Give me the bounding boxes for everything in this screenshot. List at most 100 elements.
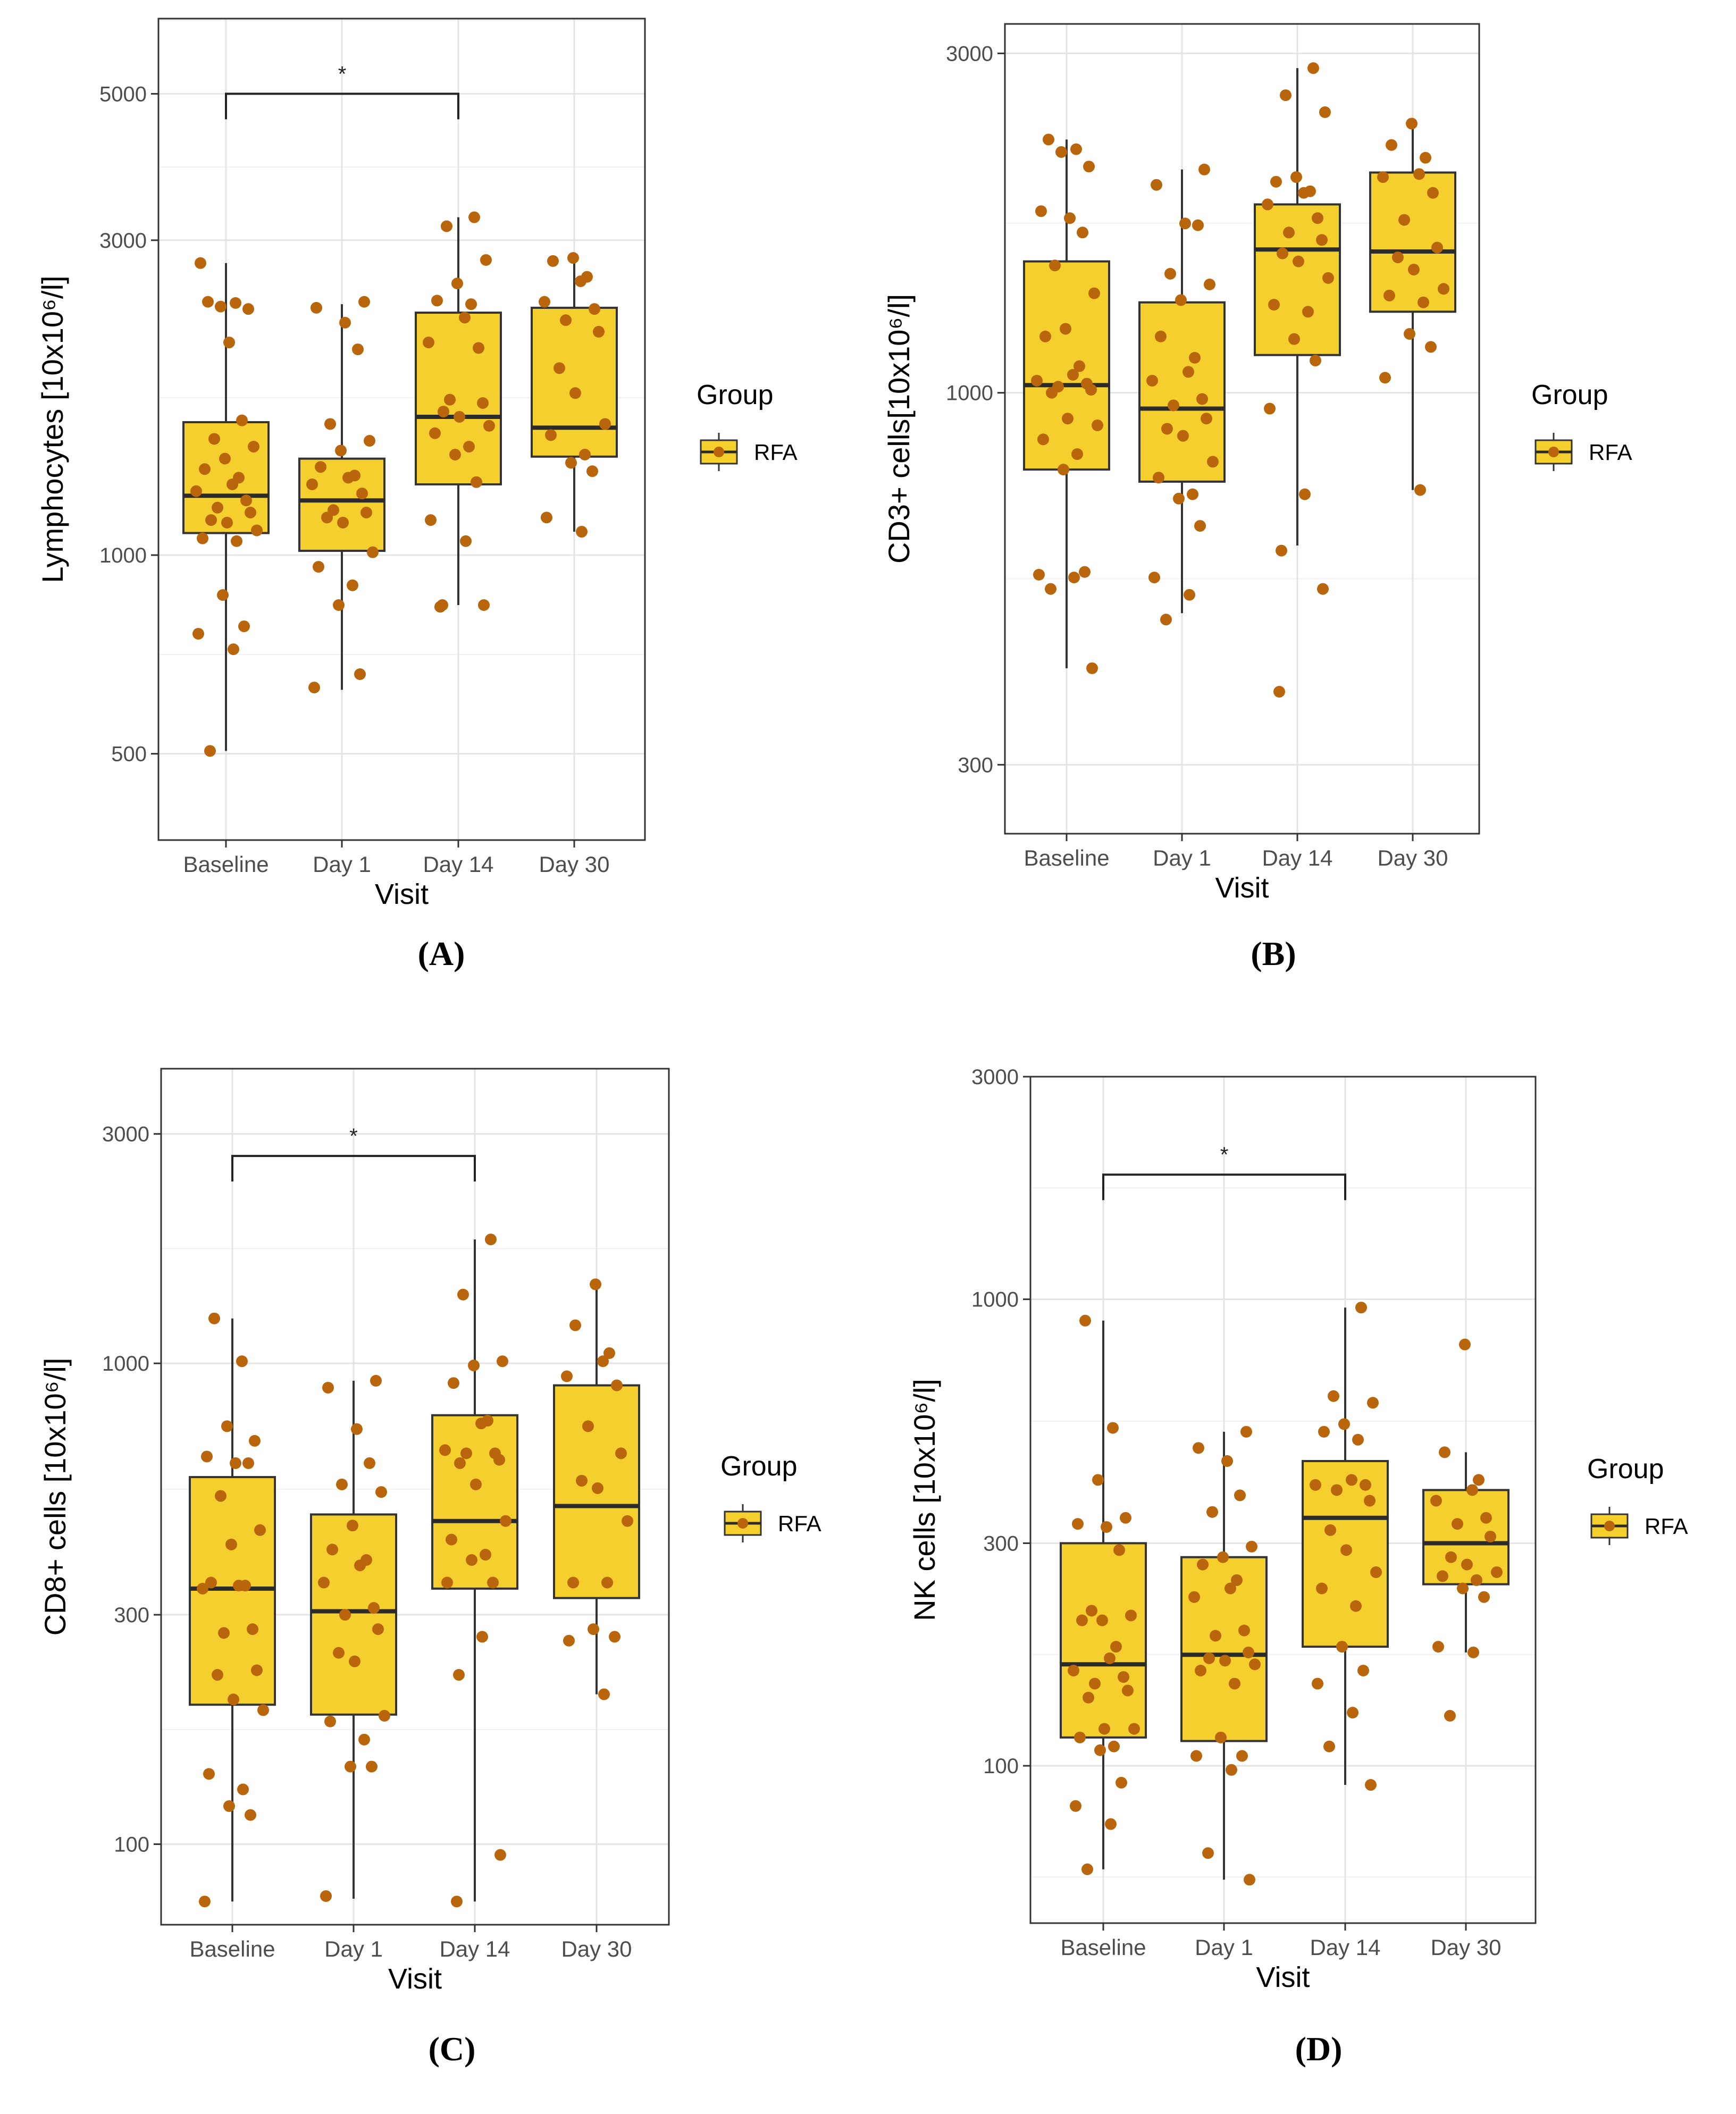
data-point [475,1417,487,1430]
data-point [487,1576,499,1589]
data-point [1310,355,1321,367]
data-point [597,1355,609,1368]
data-point [423,337,434,349]
data-point [228,1693,239,1706]
data-point [370,1374,382,1387]
data-point [197,532,208,544]
data-point [352,343,364,356]
data-point [1113,1544,1125,1556]
data-point [315,461,326,473]
box-iqr [182,421,270,534]
data-point [1071,448,1083,460]
data-point [1276,544,1287,557]
data-point [230,1457,241,1469]
data-point [1107,1422,1119,1434]
data-point [1338,1418,1350,1430]
data-point [1431,241,1443,254]
x-tick-label: Baseline [1060,1935,1146,1960]
data-point [500,1515,511,1527]
data-point [567,252,579,264]
data-point [576,526,588,538]
data-point [478,599,490,611]
data-point [1290,171,1302,183]
y-tick-label: 3000 [971,1066,1019,1089]
data-point [1379,372,1391,384]
data-point [1437,1570,1448,1582]
data-point [1035,205,1047,217]
data-point [1367,1397,1379,1409]
data-point [306,478,318,490]
data-point [1175,294,1187,306]
data-point [470,1478,482,1490]
data-point [205,1576,217,1589]
data-point [1070,1800,1081,1812]
data-point [609,1631,620,1643]
x-tick-label: Day 30 [539,852,609,877]
data-point [1231,1574,1243,1586]
data-point [1092,1474,1104,1486]
data-point [1283,226,1295,239]
data-point [497,1355,508,1368]
data-point [190,485,202,497]
data-point [438,406,449,418]
data-point [1085,383,1097,396]
data-point [354,1559,366,1572]
data-point [1452,1518,1463,1530]
data-point [1243,1646,1254,1658]
data-point [1244,1874,1255,1886]
data-point [358,296,370,308]
data-point [579,449,591,461]
data-point [1364,1495,1376,1507]
data-point [231,535,242,547]
data-point [217,589,229,601]
data-point [251,524,263,536]
data-point [337,516,349,528]
data-point [1418,296,1429,308]
data-point [561,1370,573,1382]
data-point [425,514,437,526]
y-tick-label: 1000 [99,544,147,567]
data-point [1331,1484,1343,1496]
data-point [1473,1474,1485,1486]
panel-2: 300 1000 3000 Baseline Day 1 Day 14 Day 30 Visi… [882,23,1632,972]
data-point [1336,1641,1348,1653]
data-point [1039,330,1051,342]
data-point [493,1454,505,1466]
data-point [1312,212,1323,224]
data-point [1187,488,1198,500]
data-point [1110,1641,1122,1653]
x-tick-label: Day 1 [324,1936,383,1961]
data-point [1083,1691,1094,1704]
data-point [434,601,446,613]
data-point [379,1709,390,1722]
data-point [208,1312,220,1324]
data-point [1086,662,1098,674]
data-point [611,1379,623,1391]
data-point [1413,168,1425,180]
data-point [1060,323,1071,335]
data-point [1420,152,1431,164]
data-point [1079,566,1091,578]
data-point [324,418,336,430]
data-point [219,452,231,465]
significance-label: * [1220,1143,1229,1167]
data-point [1215,1731,1227,1743]
data-point [233,1580,245,1592]
data-point [553,362,565,374]
data-point [480,254,492,266]
data-point [333,599,345,611]
data-point [1323,1740,1335,1752]
data-point [457,1288,469,1301]
data-point [333,1647,345,1659]
data-point [615,1447,627,1459]
data-point [590,1278,601,1290]
data-point [1238,1624,1250,1637]
data-point [1277,247,1288,259]
data-point [575,275,586,287]
data-point [1264,402,1276,415]
data-point [1161,423,1173,435]
data-point [230,297,241,309]
plot-border [160,1068,670,1926]
data-point [622,1515,633,1527]
data-point [1104,1652,1116,1664]
